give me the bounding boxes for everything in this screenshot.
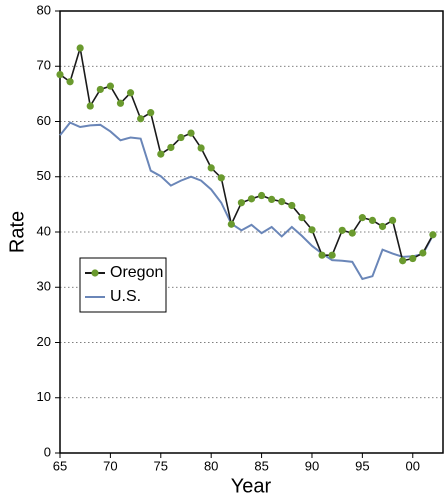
- data-point: [368, 216, 377, 224]
- data-point: [399, 257, 407, 265]
- data-point: [419, 249, 427, 257]
- legend-marker: [91, 269, 99, 277]
- y-tick-label: 50: [37, 168, 51, 183]
- data-point: [257, 191, 266, 200]
- data-point: [389, 216, 397, 224]
- x-tick-label: 80: [204, 458, 218, 473]
- y-tick-label: 20: [37, 334, 51, 349]
- data-point: [56, 70, 64, 79]
- data-point: [126, 89, 135, 97]
- x-tick-label: 00: [406, 458, 420, 473]
- y-tick-label: 40: [37, 223, 51, 238]
- data-point: [237, 199, 246, 207]
- data-point: [197, 144, 205, 152]
- data-point: [96, 85, 104, 94]
- data-point: [217, 174, 225, 182]
- y-axis-title: Rate: [6, 211, 28, 253]
- x-tick-label: 70: [103, 458, 117, 473]
- data-point: [308, 226, 316, 234]
- y-tick-label: 30: [37, 279, 51, 294]
- data-point: [106, 82, 114, 90]
- y-tick-label: 80: [37, 2, 51, 17]
- legend-label: U.S.: [110, 288, 141, 305]
- data-point: [247, 195, 256, 203]
- y-tick-label: 70: [37, 58, 51, 73]
- legend-box: [79, 257, 167, 313]
- data-point: [227, 220, 235, 228]
- data-point: [328, 251, 336, 259]
- data-point: [338, 226, 346, 234]
- data-point: [429, 231, 437, 239]
- plot-frame: [59, 10, 444, 454]
- data-point: [137, 115, 145, 123]
- data-point: [187, 129, 195, 137]
- data-point: [66, 78, 74, 86]
- data-point: [207, 164, 215, 172]
- data-point: [157, 150, 165, 158]
- data-point: [167, 143, 175, 152]
- data-point: [318, 251, 326, 259]
- x-tick-label: 75: [154, 458, 168, 473]
- data-point: [288, 201, 296, 210]
- series-line: [59, 47, 434, 262]
- data-point: [177, 133, 185, 142]
- data-point: [378, 222, 387, 231]
- data-point: [298, 214, 306, 222]
- data-point: [348, 229, 356, 237]
- data-point: [76, 44, 84, 52]
- x-axis-title: Year: [231, 475, 272, 497]
- data-point: [409, 254, 417, 263]
- x-tick-label: 65: [53, 458, 67, 473]
- data-point: [268, 195, 276, 204]
- x-tick-label: 90: [305, 458, 319, 473]
- x-tick-label: 95: [355, 458, 369, 473]
- y-tick-label: 0: [44, 444, 51, 459]
- data-point: [147, 109, 155, 117]
- series-line: [59, 121, 434, 281]
- data-point: [86, 102, 94, 110]
- y-tick-label: 60: [37, 113, 51, 128]
- data-point: [358, 214, 366, 222]
- data-point: [116, 99, 125, 107]
- legend-label: Oregon: [110, 264, 163, 281]
- y-tick-label: 10: [37, 389, 51, 404]
- data-point: [278, 198, 286, 206]
- x-tick-label: 85: [254, 458, 268, 473]
